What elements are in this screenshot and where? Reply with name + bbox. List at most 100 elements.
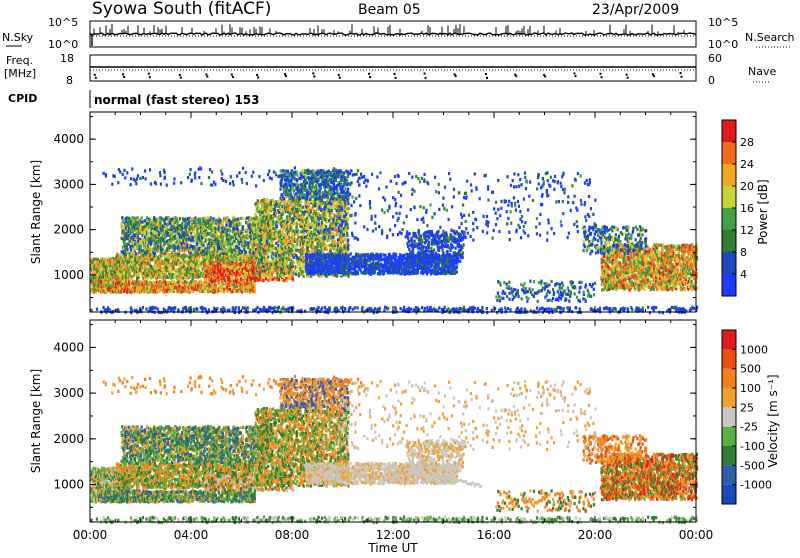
power-cell — [258, 207, 260, 210]
power-cell — [164, 252, 166, 255]
nave-drop — [424, 73, 426, 75]
power-cell — [249, 264, 251, 267]
power-cell — [272, 278, 274, 281]
nave-drop — [339, 77, 341, 79]
power-cell — [240, 222, 242, 225]
power-cell — [166, 247, 168, 250]
power-cell — [252, 277, 254, 280]
power-cell — [252, 258, 254, 261]
power-cell — [240, 262, 242, 265]
nave-drop — [653, 75, 655, 77]
nave-drop — [574, 75, 576, 77]
nave-drop — [573, 72, 575, 74]
power-cell — [275, 242, 277, 245]
power-cell — [276, 225, 278, 228]
power-cell — [286, 220, 288, 223]
power-cell — [272, 223, 274, 226]
power-cell — [275, 247, 277, 250]
nsky-label: N.Sky — [2, 31, 34, 44]
nsky-series — [90, 24, 696, 46]
power-cell — [126, 248, 128, 251]
power-cell — [222, 233, 224, 236]
power-cell — [134, 237, 136, 240]
power-cell — [207, 232, 209, 235]
power-cell — [174, 235, 176, 238]
power-cell — [237, 218, 239, 221]
power-cell — [131, 252, 133, 255]
nave-drop — [312, 72, 314, 74]
power-cell — [280, 268, 282, 271]
freq-tick-bottom: 8 — [66, 74, 73, 87]
power-cell — [241, 250, 243, 253]
power-cell — [129, 245, 131, 248]
power-cell — [233, 248, 235, 251]
nave-drop — [257, 76, 259, 78]
power-cell — [242, 217, 244, 220]
nave-drop — [515, 75, 517, 77]
power-cell — [172, 273, 174, 276]
power-cell — [226, 224, 228, 227]
power-cell — [215, 279, 217, 282]
freq-series — [90, 67, 696, 79]
power-cell — [273, 270, 275, 273]
power-cell — [224, 279, 226, 282]
power-cell — [135, 221, 137, 224]
power-cell — [154, 252, 156, 255]
power-cell — [179, 217, 181, 220]
power-cell — [275, 237, 277, 240]
nave-drop — [232, 76, 234, 78]
nave-drop — [149, 76, 151, 78]
power-cell — [285, 234, 287, 237]
power-cell — [189, 249, 191, 252]
power-cell — [289, 217, 291, 220]
power-cell — [164, 222, 166, 225]
nave-drop — [369, 76, 371, 78]
power-cell — [181, 222, 183, 225]
power-cell — [259, 213, 261, 216]
nave-drop — [256, 74, 258, 76]
power-cell — [237, 228, 239, 231]
nave-drop — [544, 75, 546, 77]
power-cell — [246, 217, 248, 220]
power-cell — [204, 217, 206, 220]
power-cell — [277, 263, 279, 266]
power-cell — [172, 230, 174, 233]
power-cell — [141, 216, 143, 219]
power-cell — [167, 228, 169, 231]
nave-drop — [394, 73, 396, 75]
power-cell — [175, 246, 177, 249]
nsearch-tick-top: 10^5 — [708, 16, 738, 29]
power-cell — [171, 276, 173, 279]
power-cell — [255, 202, 257, 205]
power-cell — [131, 268, 133, 271]
power-cell — [254, 282, 256, 285]
power-cell — [206, 262, 208, 265]
nave-drop — [122, 73, 124, 75]
power-cell — [205, 274, 207, 277]
power-cell — [264, 244, 266, 247]
power-cell — [148, 285, 150, 288]
power-cell — [288, 233, 290, 236]
nave-drop — [627, 77, 629, 79]
power-cell — [242, 225, 244, 228]
nave-drop — [680, 72, 682, 74]
power-cell — [282, 259, 284, 262]
power-cell — [274, 266, 276, 269]
power-cell — [272, 257, 274, 260]
nsky-line — [90, 33, 696, 35]
power-cell — [229, 229, 231, 232]
power-cell — [209, 224, 211, 227]
power-cell — [178, 285, 180, 288]
nave-drop — [485, 73, 487, 75]
nave-drop — [368, 73, 370, 75]
power-cell — [134, 233, 136, 236]
beam-title: Beam 05 — [358, 2, 421, 18]
cpid-label: CPID — [8, 92, 37, 105]
power-cell — [256, 216, 258, 219]
power-cell — [238, 279, 240, 282]
power-cell — [167, 223, 169, 226]
power-cell — [262, 273, 264, 276]
power-cell — [208, 242, 210, 245]
power-cell — [131, 275, 133, 278]
